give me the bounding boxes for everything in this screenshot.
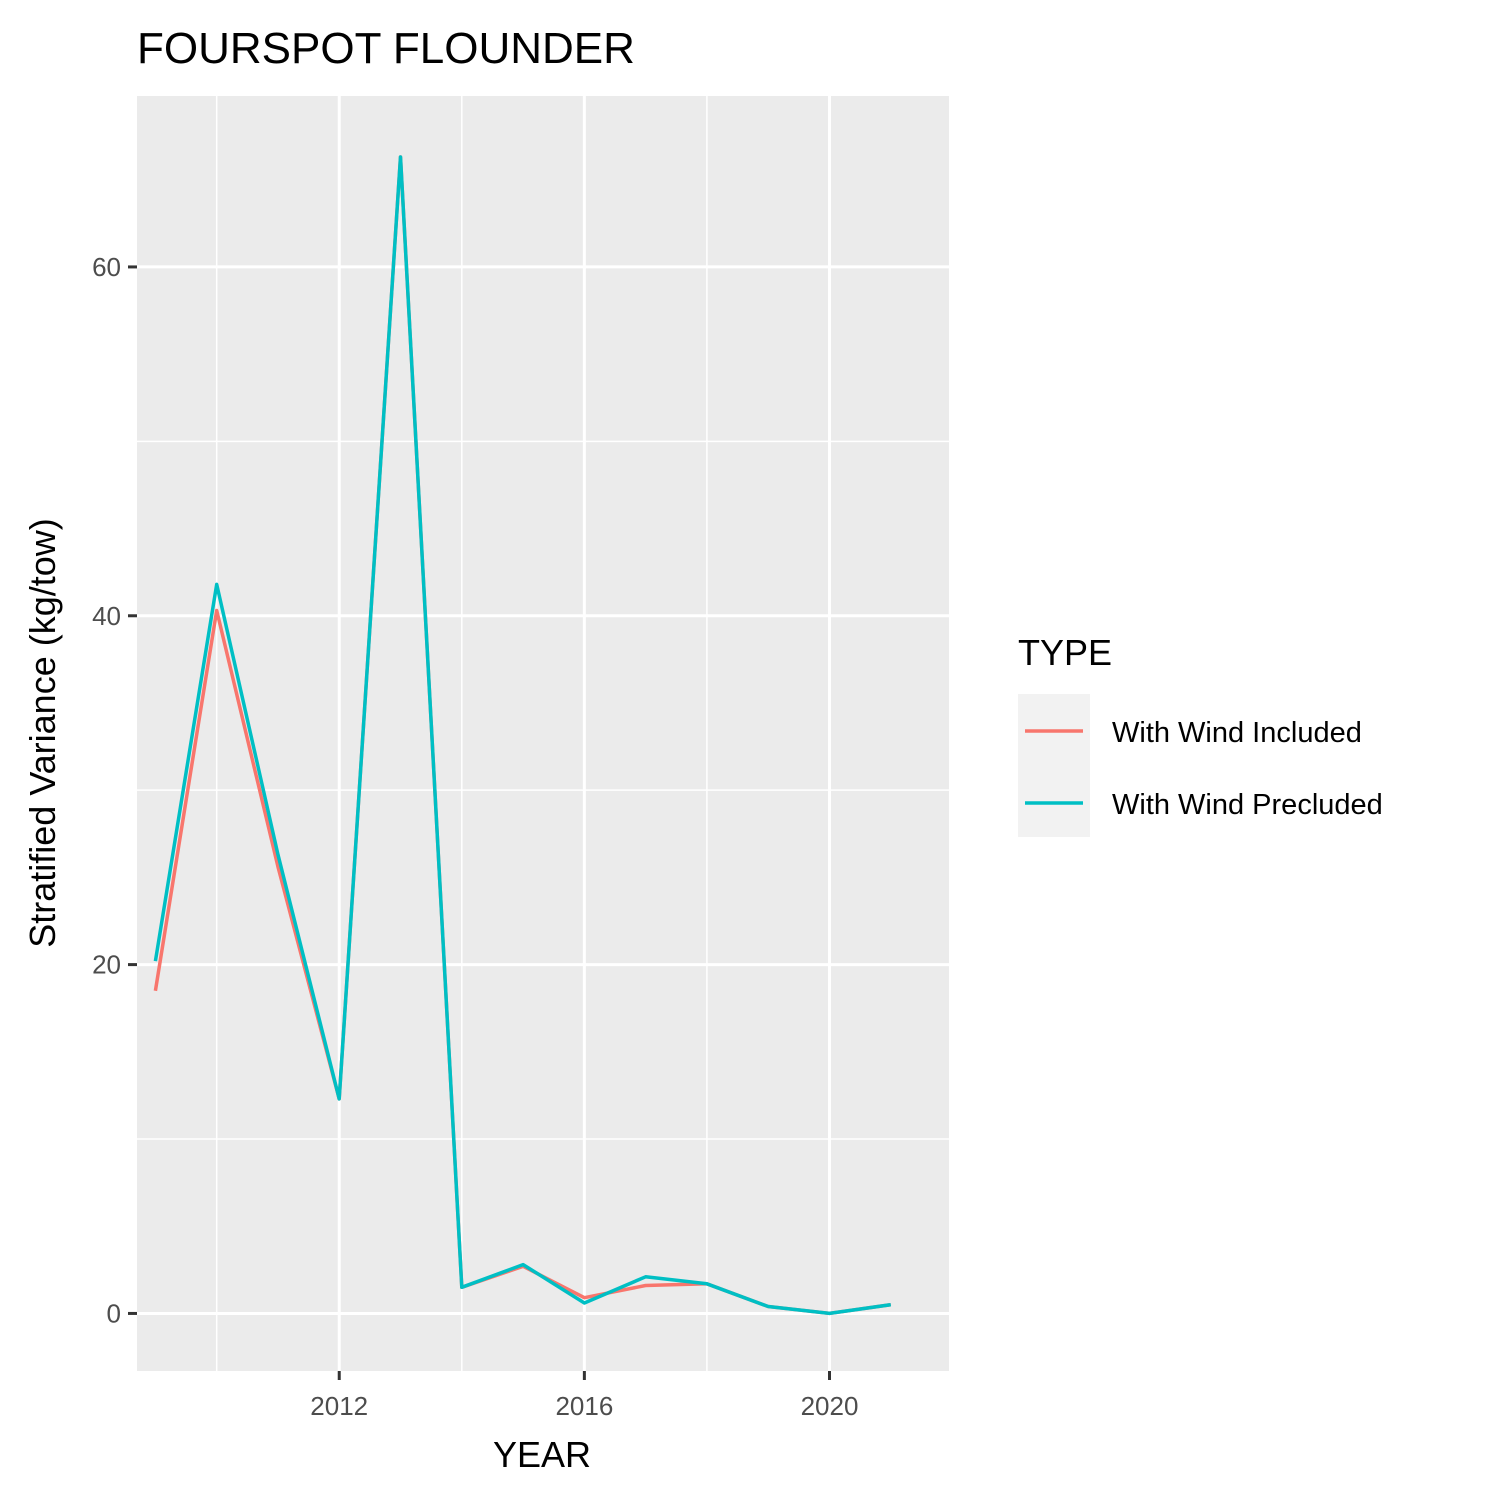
legend-title: TYPE	[1018, 632, 1112, 673]
chart-title: FOURSPOT FLOUNDER	[137, 24, 635, 73]
y-axis-title: Stratified Variance (kg/tow)	[22, 518, 63, 948]
axes: 0 20 40 60 2012 2016 2020	[92, 252, 858, 1421]
y-tick-label: 60	[92, 252, 121, 282]
x-tick-label: 2020	[801, 1391, 859, 1421]
legend-label-2: With Wind Precluded	[1112, 789, 1383, 821]
legend-key-background	[1018, 694, 1090, 837]
legend-label-1: With Wind Included	[1112, 717, 1362, 749]
plot-panel	[137, 96, 949, 1371]
x-tick-label: 2012	[310, 1391, 368, 1421]
x-tick-label: 2016	[555, 1391, 613, 1421]
panel-background	[137, 96, 949, 1371]
legend-items: With Wind Included With Wind Precluded	[1025, 717, 1383, 821]
legend: TYPE With Wind Included With Wind Preclud…	[1018, 632, 1383, 837]
series-line-2	[153, 155, 892, 1316]
x-axis-title: YEAR	[493, 1434, 591, 1475]
y-tick-label: 20	[92, 950, 121, 980]
y-tick-label: 40	[92, 601, 121, 631]
series-lines	[153, 155, 892, 1316]
y-tick-label: 0	[107, 1298, 121, 1328]
grid-lines	[137, 96, 949, 1371]
